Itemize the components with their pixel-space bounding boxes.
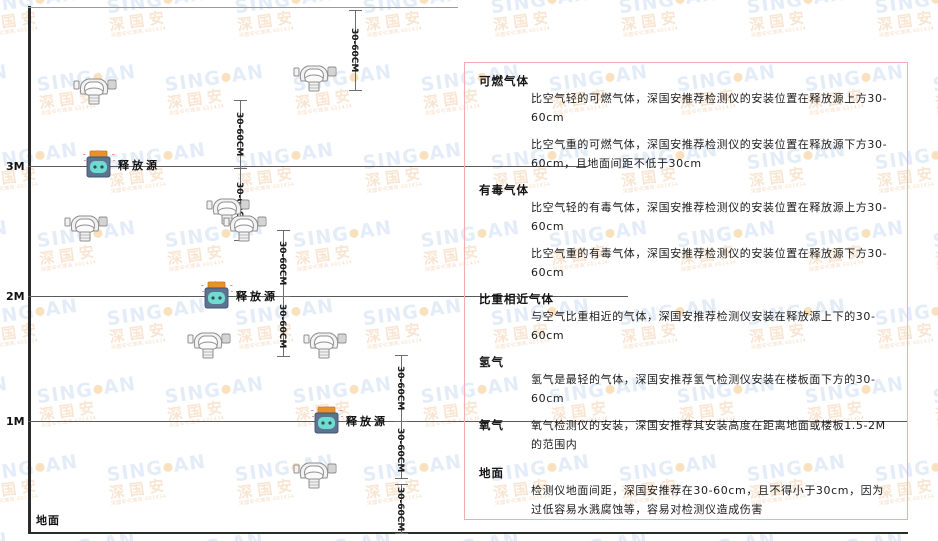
level-line-3m (28, 166, 588, 167)
dimension-line (283, 296, 284, 356)
guideline-section: 氢气氢气是最轻的气体，深国安推荐氢气检测仪安装在楼板面下方的30-60cm (479, 354, 895, 409)
dimension-line (355, 10, 356, 90)
guideline-title: 可燃气体 (479, 74, 529, 88)
dimension-tick (395, 355, 408, 356)
gas-detector-icon (205, 188, 251, 228)
gas-detector-icon (302, 322, 348, 362)
release-source-icon (310, 405, 346, 436)
dimension-line (283, 230, 284, 296)
guideline-paragraph: 比空气重的有毒气体，深国安推荐检测仪的安装位置在释放源下方30-60cm (531, 246, 888, 279)
guideline-paragraph: 氧气检测仪的安装，深国安推荐其安装高度在距离地面或楼板1.5-2M的范围内 (531, 418, 886, 451)
release-source-label: 释放源 (346, 415, 388, 428)
level-label-1m: 1M (6, 415, 25, 428)
installation-guidelines-panel: 可燃气体 比空气轻的可燃气体，深国安推荐检测仪的安装位置在释放源上方30-60cm… (464, 62, 908, 520)
release-source-icon (82, 149, 118, 180)
guideline-section: 比重相近气体与空气比重相近的气体，深国安推荐检测仪安装在释放源上下的30-60c… (479, 291, 895, 346)
gas-detector-icon (222, 205, 268, 245)
guideline-body: 与空气比重相近的气体，深国安推荐检测仪安装在释放源上下的30-60cm (531, 308, 895, 346)
gas-detector-icon (292, 452, 338, 492)
gas-detector-icon (72, 68, 118, 108)
release-source-label: 释放源 (118, 159, 160, 172)
gas-detector-icon (63, 205, 109, 245)
dimension-tick (277, 356, 290, 357)
guideline-paragraph: 与空气比重相近的气体，深国安推荐检测仪安装在释放源上下的30-60cm (531, 310, 876, 342)
guideline-section: 地面检测仪地面间距，深国安推荐在30-60cm，且不得小于30cm，因为过低容易… (479, 465, 895, 520)
dimension-tick (395, 484, 408, 485)
guideline-title: 有毒气体 (479, 182, 529, 197)
level-line-1m (28, 421, 908, 422)
dimension-tick (234, 100, 247, 101)
ground-label: 地面 (36, 514, 60, 527)
dimension-label: 30-60CM (395, 486, 405, 531)
release-source-label: 释放源 (236, 290, 278, 303)
wall-line (28, 6, 31, 534)
dimension-tick (395, 478, 408, 479)
guideline-paragraph: 氢气是最轻的气体，深国安推荐氢气检测仪安装在楼板面下方的30-60cm (531, 373, 876, 405)
dimension-label: 30-60CM (395, 427, 405, 472)
dimension-line (401, 421, 402, 478)
guideline-body: 氧气检测仪的安装，深国安推荐其安装高度在距离地面或楼板1.5-2M的范围内 (531, 417, 895, 463)
dimension-tick (349, 10, 362, 11)
dimension-label: 30-60CM (395, 366, 405, 411)
guideline-paragraph: 比空气轻的有毒气体，深国安推荐检测仪的安装位置在释放源上方30-60cm (531, 201, 888, 234)
dimension-tick (395, 533, 408, 534)
ceiling-line (28, 7, 458, 8)
level-line-2m (28, 296, 628, 297)
dimension-tick (277, 296, 290, 297)
guideline-section: 有毒气体 比空气轻的有毒气体，深国安推荐检测仪的安装位置在释放源上方30-60cm… (479, 182, 895, 283)
guideline-section: 氧气 氧气检测仪的安装，深国安推荐其安装高度在距离地面或楼板1.5-2M的范围内 (479, 417, 895, 463)
guideline-title: 氧气 (479, 417, 504, 432)
guideline-body: 氢气是最轻的气体，深国安推荐氢气检测仪安装在楼板面下方的30-60cm (531, 371, 895, 409)
ground-line (28, 532, 908, 534)
guideline-body: 比空气轻的可燃气体，深国安推荐检测仪的安装位置在释放源上方30-60cm 比空气重… (531, 90, 895, 174)
dimension-label: 30-60CM (277, 241, 287, 286)
release-source-icon (200, 280, 236, 311)
guideline-title: 比重相近气体 (479, 291, 554, 306)
guideline-body: 检测仪地面间距，深国安推荐在30-60cm，且不得小于30cm，因为过低容易水溅… (531, 482, 895, 520)
dimension-label: 30-60CM (277, 304, 287, 349)
dimension-line (401, 484, 402, 533)
guideline-section: 可燃气体 比空气轻的可燃气体，深国安推荐检测仪的安装位置在释放源上方30-60cm… (479, 73, 895, 174)
dimension-label: 30-60CM (234, 112, 244, 157)
dimension-line (401, 355, 402, 421)
guideline-paragraph: 比空气轻的可燃气体，深国安推荐检测仪的安装位置在释放源上方30-60cm (531, 92, 888, 125)
gas-detector-icon (292, 55, 338, 95)
guideline-body: 比空气轻的有毒气体，深国安推荐检测仪的安装位置在释放源上方30-60cm 比空气重… (531, 199, 895, 283)
dimension-tick (349, 90, 362, 91)
level-label-3m: 3M (6, 160, 25, 173)
level-label-2m: 2M (6, 290, 25, 303)
dimension-tick (277, 230, 290, 231)
dimension-line (240, 100, 241, 168)
guideline-title: 地面 (479, 465, 504, 480)
guideline-paragraph: 比空气重的可燃气体，深国安推荐检测仪的安装位置在释放源下方30-60cm，且地面… (531, 138, 888, 170)
dimension-tick (234, 168, 247, 169)
guideline-paragraph: 检测仪地面间距，深国安推荐在30-60cm，且不得小于30cm，因为过低容易水溅… (531, 483, 884, 516)
gas-detector-icon (186, 322, 232, 362)
dimension-tick (395, 421, 408, 422)
dimension-label: 30-60CM (349, 28, 359, 73)
guideline-title: 氢气 (479, 354, 504, 369)
